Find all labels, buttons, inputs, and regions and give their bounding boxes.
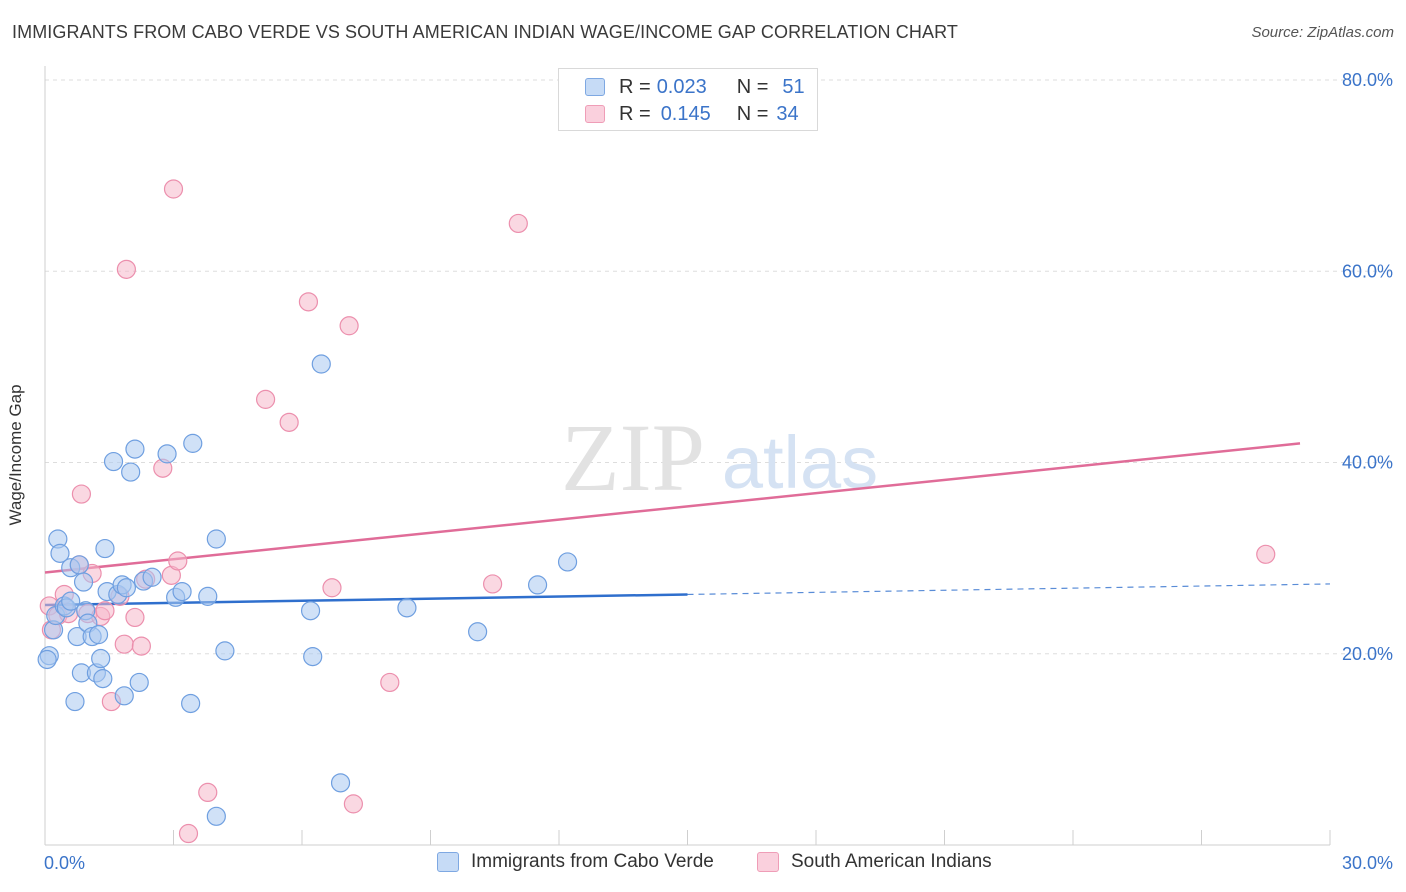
point-cabo-verde [527,575,548,595]
point-cabo-verde [103,451,124,472]
point-cabo-verde [129,672,149,693]
point-cabo-verde [37,649,57,670]
y-axis-label: Wage/Income Gap [6,384,25,526]
point-cabo-verde [397,598,417,618]
y-tick-label: 20.0% [1342,644,1393,664]
data-points [37,179,1276,844]
point-cabo-verde [172,581,192,602]
point-cabo-verde [65,691,85,712]
y-tick-label: 40.0% [1342,453,1393,473]
legend-swatch-pink [585,105,605,123]
legend-row-south-american-indians: R = 0.145 N = 34 [585,102,799,126]
trend-line-cabo-verde [44,593,688,607]
y-tick-label: 60.0% [1342,261,1393,281]
legend-item-south-american-indians: South American Indians [757,851,992,873]
legend-label: South American Indians [791,851,992,872]
point-cabo-verde [91,648,111,669]
point-south-american-indian [198,782,218,803]
legend-row-cabo-verde: R = 0.023 N = 51 [585,75,805,99]
point-cabo-verde [69,555,89,575]
point-cabo-verde [114,686,134,706]
point-cabo-verde [50,543,70,563]
point-south-american-indian [343,794,363,814]
point-south-american-indian [178,823,199,844]
source-credit: Source: ZipAtlas.com [1251,24,1394,41]
point-cabo-verde [116,578,136,598]
point-south-american-indian [163,179,184,199]
point-cabo-verde [93,669,113,689]
point-south-american-indian [95,601,115,621]
series-legend: Immigrants from Cabo Verde South America… [0,851,1406,877]
point-cabo-verde [206,806,226,826]
point-cabo-verde [330,773,351,793]
point-cabo-verde [157,444,177,464]
point-south-american-indian [298,292,319,312]
legend-r-value: 0.145 [660,102,711,125]
point-cabo-verde [88,625,109,645]
point-cabo-verde [61,591,81,611]
point-cabo-verde [300,601,321,621]
point-cabo-verde [198,586,218,606]
trend-line-south-american-indians [44,442,1301,574]
point-south-american-indian [114,634,134,654]
point-south-american-indian [255,389,276,409]
point-south-american-indian [116,259,136,279]
point-south-american-indian [380,672,400,693]
point-south-american-indian [71,484,92,504]
point-south-american-indian [322,578,342,598]
point-cabo-verde [183,433,203,453]
point-cabo-verde [73,572,94,592]
point-south-american-indian [131,636,151,656]
x-tick-label: 0.0% [44,853,85,873]
legend-r-label: R = [619,102,651,125]
point-cabo-verde [121,462,141,482]
point-south-american-indian [483,574,503,594]
x-tick-label: 30.0% [1342,853,1393,873]
point-cabo-verde [95,538,115,559]
legend-n-label: N = [736,75,769,98]
chart-title: IMMIGRANTS FROM CABO VERDE VS SOUTH AMER… [12,22,958,42]
axes [44,66,1331,846]
y-tick-label: 80.0% [1342,70,1393,90]
legend-n-value: 34 [776,102,799,125]
point-cabo-verde [181,693,201,714]
legend-item-cabo-verde: Immigrants from Cabo Verde [437,851,714,873]
legend-r-label: R = [619,75,651,98]
legend-label: Immigrants from Cabo Verde [471,851,714,872]
tick-labels: 20.0% 40.0% 60.0% 80.0% 0.0% 30.0% [44,70,1393,873]
point-south-american-indian [1256,544,1276,564]
grid-lines [45,79,1392,655]
legend-swatch-blue [585,78,605,96]
point-cabo-verde [303,647,323,667]
point-cabo-verde [125,439,145,459]
point-cabo-verde [468,622,488,642]
point-cabo-verde [142,567,162,587]
point-cabo-verde [206,529,226,549]
point-south-american-indian [339,316,359,336]
watermark-atlas: atlas [722,421,878,504]
point-south-american-indian [168,551,188,571]
legend-n-value: 51 [782,75,805,98]
point-south-american-indian [508,213,528,234]
trend-lines [44,442,1331,607]
point-cabo-verde [311,354,331,374]
legend-swatch-blue [437,852,459,872]
point-cabo-verde [557,552,578,572]
legend-n-label: N = [736,102,769,125]
stats-legend: R = 0.023 N = 51 R = 0.145 N = 34 [558,68,818,131]
legend-r-value: 0.023 [656,75,707,98]
legend-swatch-pink [757,852,779,872]
point-cabo-verde [215,641,235,661]
watermark-zip: ZIP [561,404,705,511]
trend-line-cabo-verde-projection [687,583,1331,596]
point-south-american-indian [279,412,299,432]
point-south-american-indian [125,607,145,628]
